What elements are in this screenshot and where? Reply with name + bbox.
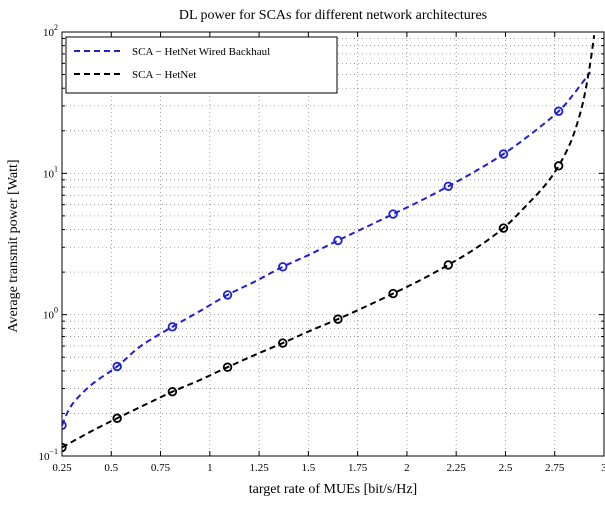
series-1-marker [222,290,233,300]
series-2-marker [278,338,288,348]
y-axis-label: Average transmit power [Watt] [6,159,21,332]
series-lines [62,35,596,449]
y-tick-label: 101 [43,164,58,180]
series-1-marker [388,209,398,219]
plot-frame [61,31,605,457]
series-1-marker [333,235,343,246]
chart-title: DL power for SCAs for different network … [179,8,487,23]
axis-ticks: 0.25 0.5 0.75 1 1.25 1.5 1.75 2 2.25 2.5 2.75 3 10−1… [38,23,605,474]
x-tick-label: 2.75 [545,462,565,474]
x-tick-label: 2.5 [499,462,513,474]
legend-box [65,36,338,94]
y-tick-label: 10−1 [38,447,58,463]
x-axis-label: target rate of MUEs [bit/s/Hz] [249,482,417,497]
x-tick-label: 0.5 [104,462,118,474]
series-line-2 [62,35,596,449]
series-1-marker [278,262,288,272]
legend-label-1: SCA − HetNet Wired Backhaul [132,46,270,58]
series-markers [62,106,564,453]
series-2-marker [443,260,453,270]
x-tick-label: 2 [404,462,410,474]
x-tick-label: 0.25 [52,462,72,474]
series-2-marker [498,223,509,233]
x-tick-label: 2.25 [447,462,467,474]
series-1-marker [112,361,122,372]
legend-label-2: SCA − HetNet [132,69,196,81]
series-1-marker [167,322,178,332]
series-1-marker [443,181,453,191]
x-tick-label: 1.25 [249,462,269,474]
series-2-marker [112,413,122,423]
x-tick-label: 1.5 [301,462,315,474]
x-tick-label: 1 [207,462,213,474]
series-line-1 [62,71,591,426]
series-1-marker [553,106,564,116]
x-tick-label: 3 [601,462,605,474]
y-tick-label: 100 [43,306,58,322]
series-2-marker [167,387,178,397]
series-2-marker [388,288,398,299]
series-2-marker [222,362,233,372]
x-tick-label: 1.75 [348,462,368,474]
legend: SCA − HetNet Wired Backhaul SCA − HetNet [65,36,338,94]
grid [62,32,604,456]
series-2-marker [333,314,343,324]
x-tick-label: 0.75 [151,462,171,474]
series-2-marker [553,161,564,171]
series-1-marker [498,149,509,159]
y-tick-label: 102 [43,23,58,39]
